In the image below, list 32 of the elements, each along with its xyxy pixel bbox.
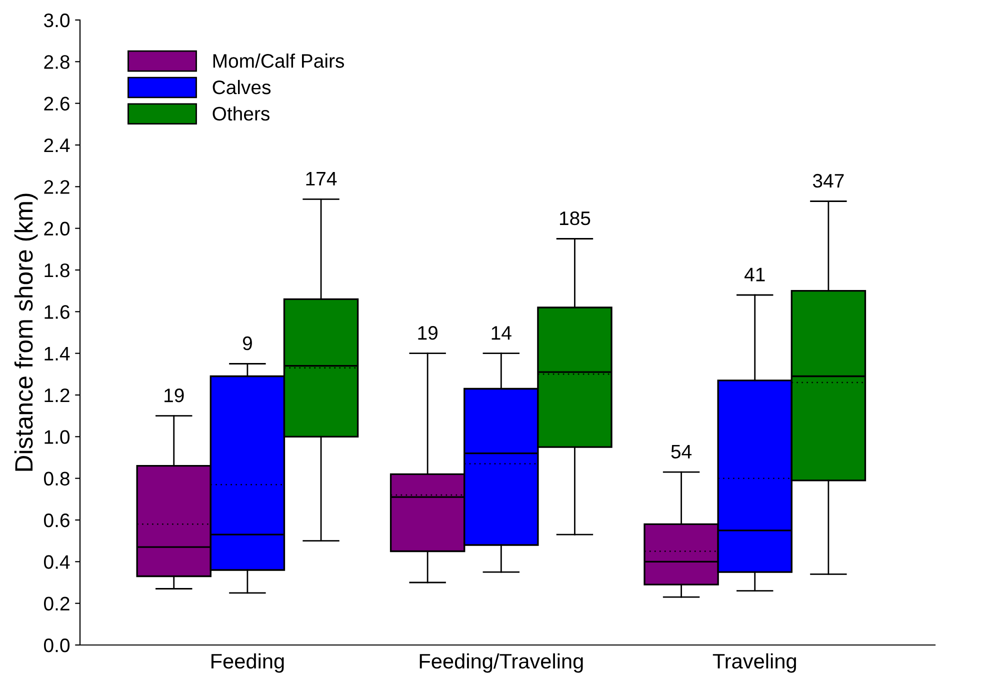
x-tick-label: Traveling [712,653,796,673]
annotation: 14 [492,326,512,340]
y-tick-label: 1.8 [44,263,70,278]
y-tick-label: 0.2 [44,596,70,611]
x-tick-label: Feeding/Traveling [420,653,583,673]
annotation: 54 [671,444,692,459]
legend-label: Others [212,106,270,121]
y-tick-label: 0.4 [44,555,70,569]
y-tick-label: 1.6 [44,305,70,319]
y-tick-label: 1.0 [44,430,70,444]
y-tick-label: 0.0 [44,638,70,652]
x-tick-label: Feeding [212,653,284,673]
legend-label: Mom/Calf Pairs [213,54,344,68]
y-tick-label: 2.2 [44,180,70,194]
y-tick-label: 2.8 [44,55,70,69]
y-tick-label: 0.6 [44,513,70,528]
annotation: 185 [560,211,590,226]
y-tick-label: 0.8 [44,472,70,486]
y-tick-label: 2.0 [44,222,70,236]
y-tick-label: 1.2 [44,388,70,402]
annotation: 347 [812,174,844,188]
annotation: 174 [306,172,337,186]
y-axis-title: Distance from shore (km) [14,194,38,471]
annotation: 9 [242,336,252,350]
legend-label: Calves [212,80,271,94]
y-tick-label: 1.4 [44,347,70,360]
annotation: 19 [418,326,438,340]
y-tick-label: 3.0 [44,13,70,28]
annotation: 19 [164,388,184,402]
y-tick-label: 2.4 [44,138,70,152]
annotation: 41 [744,268,765,282]
y-tick-label: 2.6 [44,96,70,111]
